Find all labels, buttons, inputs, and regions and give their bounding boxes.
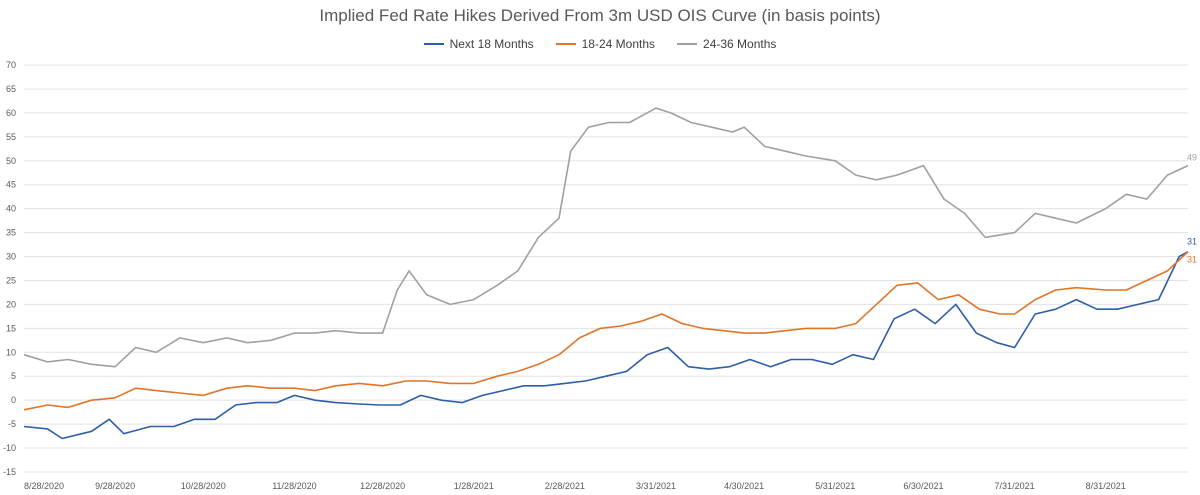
y-tick-label-55: 55 [6, 132, 16, 142]
x-tick-label-10: 6/30/2021 [903, 481, 943, 491]
legend-label-24-36-months: 24-36 Months [703, 37, 777, 51]
x-tick-label-9: 5/31/2021 [815, 481, 855, 491]
legend-item-24-36-months: 24-36 Months [677, 37, 776, 51]
legend-swatch-next-18-months [423, 43, 444, 45]
y-tick-label--10: -10 [3, 443, 16, 453]
y-tick-label-5: 5 [11, 371, 16, 381]
end-label-1: 31 [1187, 255, 1197, 265]
series-line-1 [23, 251, 1189, 411]
end-label-2: 49 [1187, 153, 1197, 163]
x-axis: 8/28/2020 9/28/2020 10/28/2020 11/28/2020 12… [24, 481, 1126, 491]
y-tick-label-0: 0 [11, 395, 16, 405]
x-tick-label-0: 8/28/2020 [24, 481, 64, 491]
legend-label-next-18-months: Next 18 Months [449, 37, 534, 51]
gridlines [24, 64, 1188, 473]
y-tick-label--15: -15 [3, 467, 16, 477]
y-tick-label-30: 30 [6, 252, 16, 262]
chart-title: Implied Fed Rate Hikes Derived From 3m U… [319, 6, 881, 25]
legend-item-next-18-months: Next 18 Months [423, 37, 534, 51]
x-tick-label-7: 3/31/2021 [636, 481, 676, 491]
y-tick-label-25: 25 [6, 275, 16, 285]
x-tick-label-1: 9/28/2020 [95, 481, 135, 491]
y-tick-label-50: 50 [6, 156, 16, 166]
y-tick-label-35: 35 [6, 228, 16, 238]
y-tick-label-10: 10 [6, 347, 16, 357]
series-line-0 [23, 250, 1189, 440]
y-tick-label-70: 70 [6, 60, 16, 70]
x-tick-label-5: 1/28/2021 [454, 481, 494, 491]
legend-swatch-24-36-months [677, 43, 698, 45]
end-label-0: 31 [1187, 237, 1197, 247]
x-tick-label-8: 4/30/2021 [724, 481, 764, 491]
y-tick-label-20: 20 [6, 299, 16, 309]
y-axis: -15 -10 -5 0 5 10 15 20 25 30 35 40 45 50 55 60 65 70 [3, 60, 16, 477]
x-tick-label-6: 2/28/2021 [545, 481, 585, 491]
series-lines [23, 107, 1189, 440]
x-tick-label-3: 11/28/2020 [272, 481, 316, 491]
y-tick-label--5: -5 [8, 419, 16, 429]
legend-label-18-24-months: 18-24 Months [581, 37, 656, 51]
chart-legend: Next 18 Months 18-24 Months 24-36 Months [0, 37, 1200, 51]
legend-item-18-24-months: 18-24 Months [555, 37, 656, 51]
y-tick-label-45: 45 [6, 180, 16, 190]
end-labels: 31 31 49 [1187, 153, 1197, 265]
x-tick-label-12: 8/31/2021 [1086, 481, 1126, 491]
y-tick-label-60: 60 [6, 108, 16, 118]
x-tick-label-11: 7/31/2021 [995, 481, 1035, 491]
series-line-2 [23, 107, 1189, 368]
x-tick-label-2: 10/28/2020 [181, 481, 226, 491]
y-tick-label-65: 65 [6, 84, 16, 94]
x-tick-label-4: 12/28/2020 [360, 481, 405, 491]
y-tick-label-40: 40 [6, 204, 16, 214]
y-tick-label-15: 15 [6, 323, 16, 333]
legend-swatch-18-24-months [555, 43, 576, 45]
